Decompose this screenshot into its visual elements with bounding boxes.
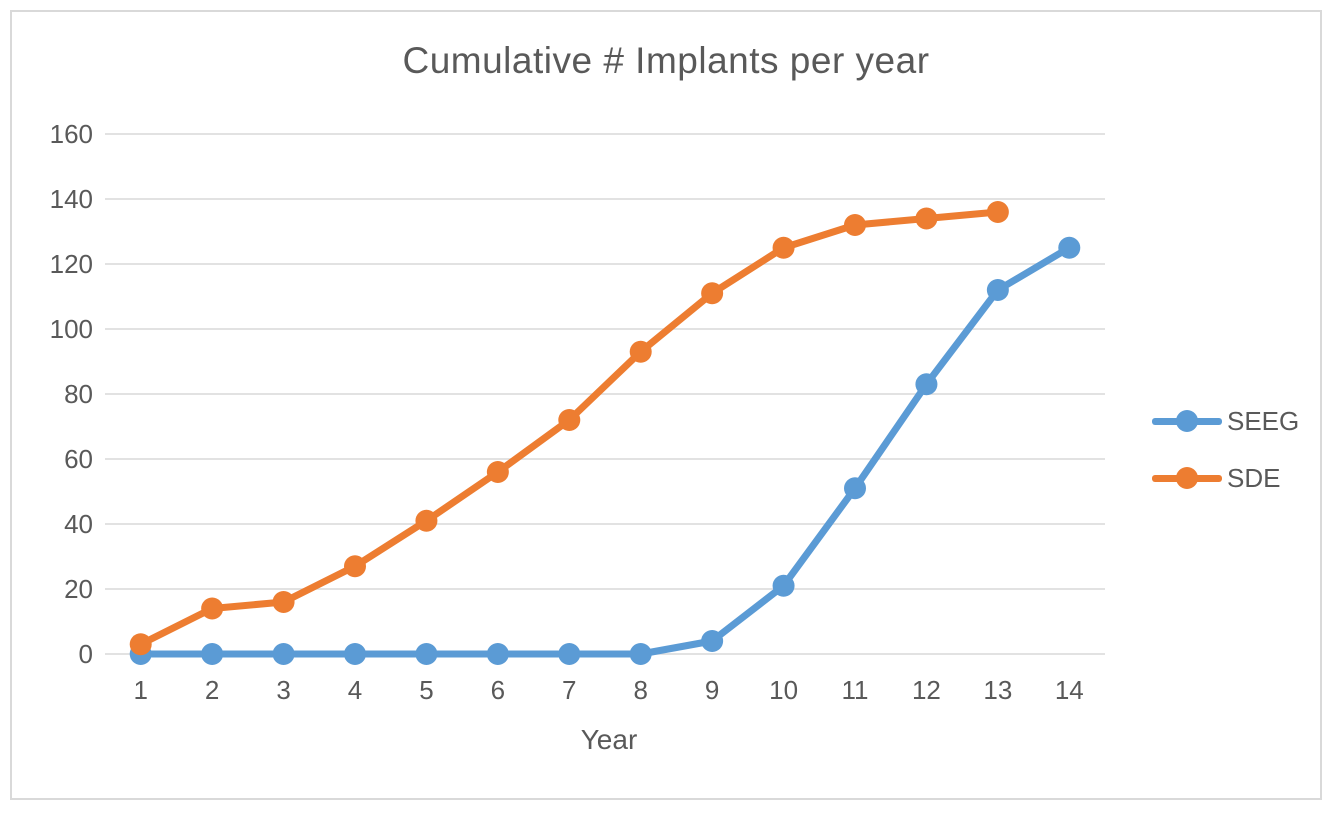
series-line-seeg (137, 244, 1073, 658)
data-point-seeg (844, 477, 866, 500)
data-point-sde (201, 597, 224, 620)
y-tick-label: 40 (64, 509, 93, 539)
y-tick-label: 160 (50, 119, 93, 149)
data-point-seeg (1058, 236, 1081, 259)
chart-title: Cumulative # Implants per year (402, 40, 930, 81)
legend-label-sde: SDE (1227, 463, 1281, 493)
data-point-sde (629, 340, 652, 363)
legend-label-seeg: SEEG (1227, 406, 1300, 436)
data-point-sde (129, 633, 152, 656)
x-tick-label: 1 (133, 675, 147, 705)
data-point-seeg (558, 643, 581, 665)
x-tick-label: 9 (705, 675, 719, 705)
data-point-sde (272, 591, 295, 613)
y-tick-label: 20 (64, 574, 93, 604)
y-tick-label: 80 (64, 379, 93, 409)
x-tick-label: 3 (276, 675, 290, 705)
data-point-seeg (772, 574, 795, 597)
data-point-seeg (915, 373, 938, 396)
y-tick-label: 140 (50, 184, 93, 214)
data-point-seeg (486, 643, 509, 665)
data-point-seeg (629, 643, 652, 665)
y-tick-label: 100 (50, 314, 93, 344)
legend: SEEG SDE (1152, 403, 1299, 496)
y-tick-label: 60 (64, 444, 93, 474)
data-point-sde (415, 509, 438, 532)
x-tick-label: 2 (205, 675, 219, 705)
x-tick-label: 12 (912, 675, 941, 705)
legend-item-sde: SDE (1152, 460, 1299, 496)
x-tick-label: 13 (983, 675, 1012, 705)
data-point-sde (986, 201, 1009, 223)
data-point-sde (486, 461, 509, 483)
data-point-sde (772, 236, 795, 259)
chart-frame (10, 10, 1322, 800)
data-point-seeg (415, 643, 438, 665)
y-tick-label: 0 (79, 639, 93, 669)
sde-line-marker-icon (1152, 467, 1222, 489)
data-point-sde (344, 555, 366, 578)
data-point-sde (701, 282, 724, 305)
legend-item-seeg: SEEG (1152, 403, 1299, 439)
x-tick-label: 5 (419, 675, 433, 705)
seeg-line-marker-icon (1152, 410, 1222, 432)
x-tick-label: 10 (769, 675, 798, 705)
x-axis-title: Year (580, 724, 638, 755)
data-point-seeg (701, 630, 724, 652)
x-tick-label: 7 (562, 675, 576, 705)
x-tick-label: 11 (842, 675, 869, 705)
data-point-seeg (344, 643, 366, 665)
data-point-sde (558, 409, 581, 431)
x-tick-label: 4 (348, 675, 362, 705)
data-point-seeg (272, 643, 295, 665)
data-point-seeg (986, 279, 1009, 301)
data-point-sde (915, 207, 938, 230)
x-tick-label: 6 (491, 675, 505, 705)
y-tick-label: 120 (50, 249, 93, 279)
data-point-sde (844, 214, 866, 236)
data-point-seeg (201, 643, 224, 665)
x-tick-label: 8 (633, 675, 647, 705)
x-tick-label: 14 (1055, 675, 1084, 705)
